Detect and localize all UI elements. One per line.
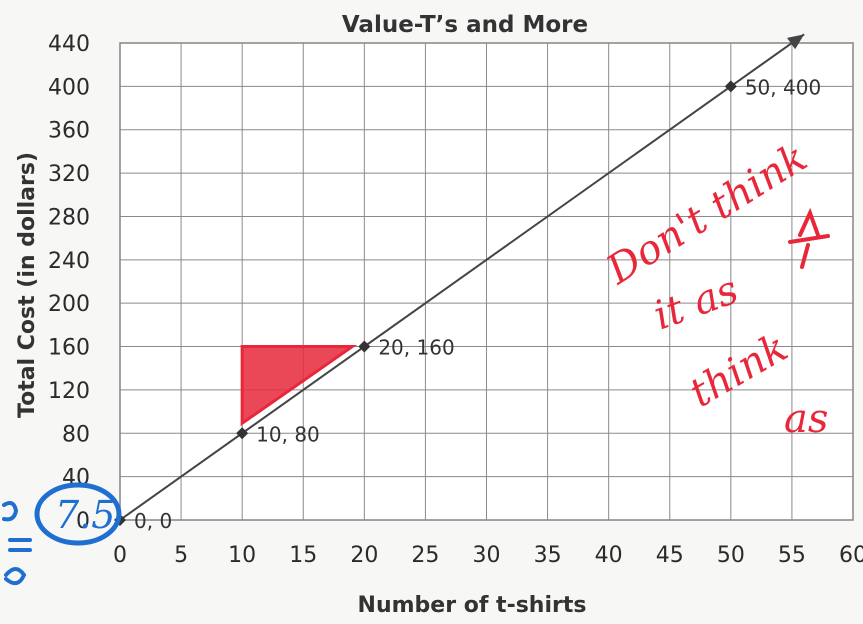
- red-scribble-mark: [788, 207, 830, 269]
- series-line: [119, 33, 805, 521]
- y-tick-label: 0: [76, 509, 90, 534]
- x-tick-label: 10: [228, 543, 256, 568]
- y-tick-label: 200: [48, 292, 90, 317]
- data-point-label: 20, 160: [378, 336, 454, 360]
- data-point: [358, 340, 371, 353]
- x-tick-label: 55: [778, 543, 806, 568]
- grid: [119, 42, 854, 521]
- data-point: [724, 80, 737, 93]
- x-tick-label: 50: [717, 543, 745, 568]
- data-point-label: 50, 400: [745, 75, 821, 99]
- x-tick-label: 15: [289, 543, 317, 568]
- y-tick-label: 400: [48, 75, 90, 100]
- x-tick-label: 45: [656, 543, 684, 568]
- x-tick-label: 5: [174, 543, 188, 568]
- x-tick-label: 25: [411, 543, 439, 568]
- blue-scribble-mark: [2, 501, 32, 586]
- slope-triangle-annotation: [240, 345, 358, 427]
- y-tick-label: 280: [48, 205, 90, 230]
- red-note-4: as: [784, 396, 828, 442]
- blue-circled-annotation: 7.5: [2, 482, 122, 586]
- blue-circled-value: 7.5: [55, 493, 115, 537]
- x-tick-label: 60: [839, 543, 863, 568]
- data-point-label: 10, 80: [256, 422, 320, 446]
- x-tick-label: 40: [595, 543, 623, 568]
- series-1: 0, 0 10, 80 20, 160 50, 400: [114, 33, 821, 533]
- data-point-label: 0, 0: [134, 509, 172, 533]
- data-point: [236, 427, 249, 440]
- x-tick-label: 35: [534, 543, 562, 568]
- y-tick-label: 240: [48, 249, 90, 274]
- y-tick-label: 360: [48, 119, 90, 144]
- y-tick-label: 320: [48, 162, 90, 187]
- y-tick-label: 120: [48, 379, 90, 404]
- y-tick-label: 160: [48, 336, 90, 361]
- y-axis-label: Total Cost (in dollars): [15, 152, 40, 418]
- x-tick-label: 20: [350, 543, 378, 568]
- chart-title: Value-T’s and More: [342, 12, 588, 38]
- x-tick-label: 30: [473, 543, 501, 568]
- x-tick-label: 0: [113, 543, 127, 568]
- tick-labels: 0 5 10 15 20 25 30 35 40 45 50 55 600408012016020024…: [48, 32, 863, 568]
- y-tick-label: 80: [62, 422, 90, 447]
- series-arrowhead: [787, 34, 805, 50]
- y-tick-label: 440: [48, 32, 90, 57]
- x-axis-label: Number of t-shirts: [358, 593, 587, 618]
